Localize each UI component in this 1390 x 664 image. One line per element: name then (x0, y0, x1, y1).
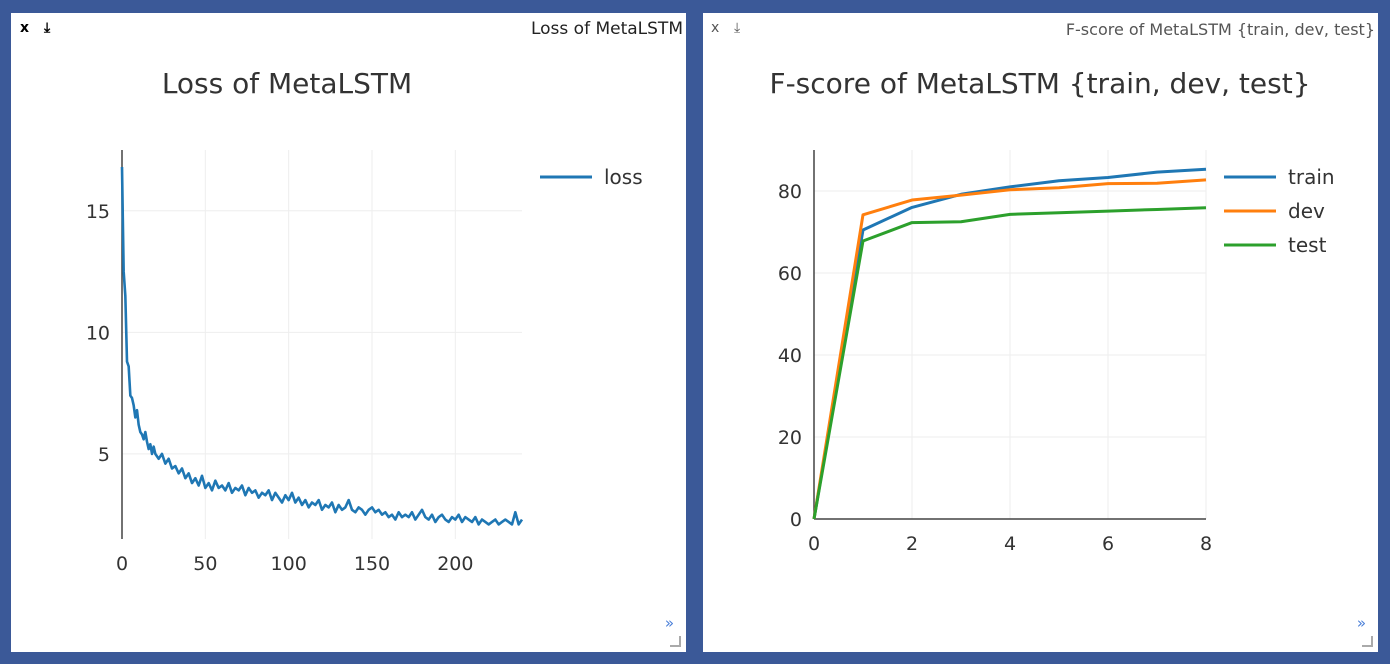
expand-button[interactable]: » (664, 614, 674, 632)
y-tick-label: 10 (86, 322, 110, 344)
series-line-dev (812, 178, 1207, 520)
x-tick-label: 4 (1004, 533, 1016, 555)
loss-chart: Loss of MetaLSTM 0 50 100 150 200 5 10 15 loss (86, 67, 643, 575)
loss-chart-pane: x ⤓ Loss of MetaLSTM Loss of MetaLSTM 0 50… (11, 13, 686, 652)
download-icon[interactable]: ⤓ (44, 20, 51, 36)
resize-handle[interactable] (1362, 636, 1373, 647)
expand-button[interactable]: » (1356, 614, 1366, 632)
pane-window-title: Loss of MetaLSTM (530, 19, 683, 39)
pane-window-title: F-score of MetaLSTM {train, dev, test} (1065, 20, 1375, 39)
close-button[interactable]: x (711, 20, 720, 36)
legend-label-train: train (1288, 165, 1335, 189)
y-tick-label: 5 (98, 444, 110, 466)
y-tick-label: 20 (778, 427, 802, 449)
x-tick-label: 8 (1200, 533, 1212, 555)
y-tick-label: 40 (778, 345, 802, 367)
x-tick-label: 100 (271, 553, 307, 575)
x-tick-label: 200 (437, 553, 473, 575)
chart-title: Loss of MetaLSTM (162, 67, 412, 100)
series-line-loss (120, 166, 524, 526)
legend-label-test: test (1288, 233, 1327, 257)
y-tick-label: 80 (778, 181, 802, 203)
y-tick-label: 60 (778, 263, 802, 285)
fscore-chart-pane: x ⤓ F-score of MetaLSTM {train, dev, tes… (703, 13, 1378, 652)
x-tick-label: 0 (808, 533, 820, 555)
pane-title-bar: x ⤓ Loss of MetaLSTM (11, 13, 686, 45)
y-tick-label: 15 (86, 201, 110, 223)
x-tick-label: 6 (1102, 533, 1114, 555)
fscore-chart: F-score of MetaLSTM {train, dev, test} 0 2… (769, 67, 1335, 555)
y-tick-label: 0 (790, 509, 802, 531)
x-tick-label: 50 (193, 553, 217, 575)
resize-handle[interactable] (670, 636, 681, 647)
x-tick-label: 0 (116, 553, 128, 575)
x-tick-label: 2 (906, 533, 918, 555)
x-tick-label: 150 (354, 553, 390, 575)
pane-title-bar: x ⤓ F-score of MetaLSTM {train, dev, tes… (703, 13, 1378, 45)
download-icon[interactable]: ⤓ (734, 20, 741, 36)
legend-label-dev: dev (1288, 199, 1325, 223)
series-line-test (812, 206, 1207, 520)
series-line-train (812, 167, 1207, 520)
legend-label-loss: loss (604, 165, 643, 189)
close-button[interactable]: x (20, 20, 30, 36)
chart-title: F-score of MetaLSTM {train, dev, test} (769, 67, 1310, 100)
